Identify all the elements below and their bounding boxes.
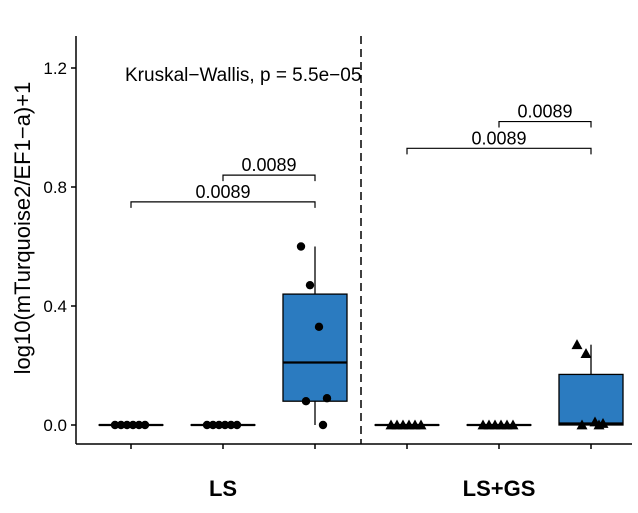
significance-bracket bbox=[499, 122, 591, 128]
data-point bbox=[141, 421, 149, 429]
data-point bbox=[572, 339, 583, 349]
y-tick-label: 1.2 bbox=[43, 59, 67, 78]
box-body bbox=[283, 294, 347, 401]
data-point bbox=[581, 348, 592, 358]
kruskal-wallis-annotation: Kruskal−Wallis, p = 5.5e−05 bbox=[125, 65, 361, 86]
facet-label: LS+GS bbox=[463, 476, 536, 501]
data-point bbox=[315, 323, 323, 331]
data-point bbox=[297, 242, 305, 250]
significance-label: 0.0089 bbox=[195, 182, 250, 202]
y-tick-label: 0.4 bbox=[43, 297, 67, 316]
data-point bbox=[306, 281, 314, 289]
significance-bracket bbox=[223, 175, 315, 181]
data-point bbox=[319, 421, 327, 429]
significance-label: 0.0089 bbox=[241, 155, 296, 175]
significance-label: 0.0089 bbox=[517, 102, 572, 122]
y-tick-label: 0.8 bbox=[43, 178, 67, 197]
box-body bbox=[559, 374, 623, 425]
significance-bracket bbox=[131, 202, 315, 208]
data-point bbox=[323, 394, 331, 402]
y-tick-label: 0.0 bbox=[43, 416, 67, 435]
data-point bbox=[302, 397, 310, 405]
significance-label: 0.0089 bbox=[471, 128, 526, 148]
y-axis-label: log10(mTurquoise2/EF1−a)+1 bbox=[10, 82, 35, 375]
facet-label: LS bbox=[209, 476, 237, 501]
data-point bbox=[233, 421, 241, 429]
significance-bracket bbox=[407, 148, 591, 154]
